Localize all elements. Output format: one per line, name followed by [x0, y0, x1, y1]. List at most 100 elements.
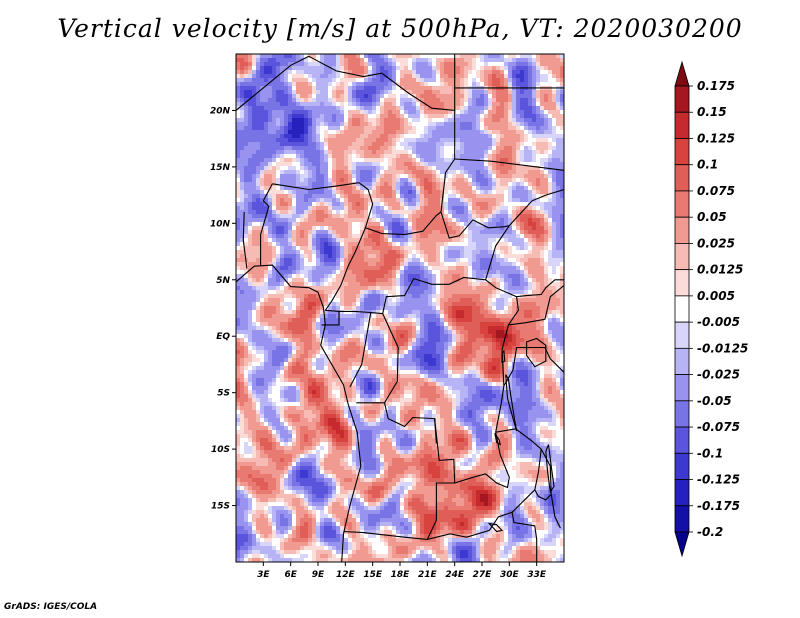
field-cell: [428, 106, 432, 110]
field-cell: [320, 274, 324, 278]
field-cell: [528, 294, 532, 298]
field-cell: [552, 106, 556, 110]
field-cell: [320, 134, 324, 138]
field-cell: [532, 146, 536, 150]
field-cell: [356, 98, 360, 102]
field-cell: [384, 66, 388, 70]
field-cell: [524, 214, 528, 218]
field-cell: [304, 66, 308, 70]
field-cell: [312, 78, 316, 82]
field-cell: [312, 162, 316, 166]
field-cell: [320, 286, 324, 290]
field-cell: [560, 170, 564, 174]
field-cell: [548, 194, 552, 198]
field-cell: [420, 246, 424, 250]
field-cell: [336, 130, 340, 134]
field-cell: [372, 226, 376, 230]
field-cell: [340, 74, 344, 78]
field-cell: [380, 254, 384, 258]
field-cell: [536, 106, 540, 110]
field-cell: [348, 294, 352, 298]
field-cell: [464, 74, 468, 78]
field-cell: [356, 226, 360, 230]
field-cell: [516, 130, 520, 134]
field-cell: [392, 158, 396, 162]
field-cell: [488, 258, 492, 262]
field-cell: [460, 206, 464, 210]
field-cell: [296, 270, 300, 274]
field-cell: [352, 146, 356, 150]
field-cell: [352, 238, 356, 242]
field-cell: [320, 174, 324, 178]
field-cell: [300, 122, 304, 126]
field-cell: [244, 54, 248, 58]
field-cell: [476, 202, 480, 206]
field-cell: [312, 286, 316, 290]
field-cell: [364, 194, 368, 198]
field-cell: [300, 86, 304, 90]
field-cell: [424, 258, 428, 262]
field-cell: [560, 134, 564, 138]
field-cell: [340, 62, 344, 66]
field-cell: [436, 58, 440, 62]
field-cell: [308, 142, 312, 146]
field-cell: [284, 110, 288, 114]
field-cell: [520, 230, 524, 234]
field-cell: [360, 222, 364, 226]
field-cell: [540, 138, 544, 142]
field-cell: [320, 162, 324, 166]
field-cell: [320, 150, 324, 154]
field-cell: [272, 202, 276, 206]
field-cell: [360, 254, 364, 258]
field-cell: [476, 206, 480, 210]
field-cell: [248, 190, 252, 194]
field-cell: [328, 86, 332, 90]
field-cell: [540, 114, 544, 118]
field-cell: [408, 146, 412, 150]
field-cell: [480, 130, 484, 134]
field-cell: [264, 290, 268, 294]
field-cell: [520, 146, 524, 150]
field-cell: [476, 90, 480, 94]
field-cell: [328, 138, 332, 142]
field-cell: [544, 90, 548, 94]
field-cell: [400, 110, 404, 114]
field-cell: [468, 70, 472, 74]
field-cell: [320, 122, 324, 126]
field-cell: [428, 190, 432, 194]
field-cell: [384, 58, 388, 62]
field-cell: [376, 114, 380, 118]
field-cell: [388, 102, 392, 106]
field-cell: [360, 170, 364, 174]
field-cell: [272, 194, 276, 198]
field-cell: [256, 174, 260, 178]
field-cell: [524, 94, 528, 98]
field-cell: [452, 74, 456, 78]
field-cell: [332, 142, 336, 146]
field-cell: [272, 206, 276, 210]
field-cell: [464, 54, 468, 58]
field-cell: [296, 78, 300, 82]
field-cell: [360, 198, 364, 202]
field-cell: [420, 286, 424, 290]
field-cell: [372, 74, 376, 78]
field-cell: [368, 174, 372, 178]
field-cell: [392, 194, 396, 198]
field-cell: [348, 130, 352, 134]
field-cell: [408, 162, 412, 166]
field-cell: [276, 106, 280, 110]
field-cell: [356, 222, 360, 226]
field-cell: [424, 234, 428, 238]
field-cell: [480, 206, 484, 210]
field-cell: [428, 126, 432, 130]
field-cell: [352, 158, 356, 162]
field-cell: [488, 122, 492, 126]
field-cell: [476, 126, 480, 130]
field-cell: [452, 270, 456, 274]
field-cell: [264, 118, 268, 122]
field-cell: [532, 154, 536, 158]
field-cell: [500, 162, 504, 166]
field-cell: [300, 110, 304, 114]
field-cell: [520, 254, 524, 258]
field-cell: [464, 142, 468, 146]
